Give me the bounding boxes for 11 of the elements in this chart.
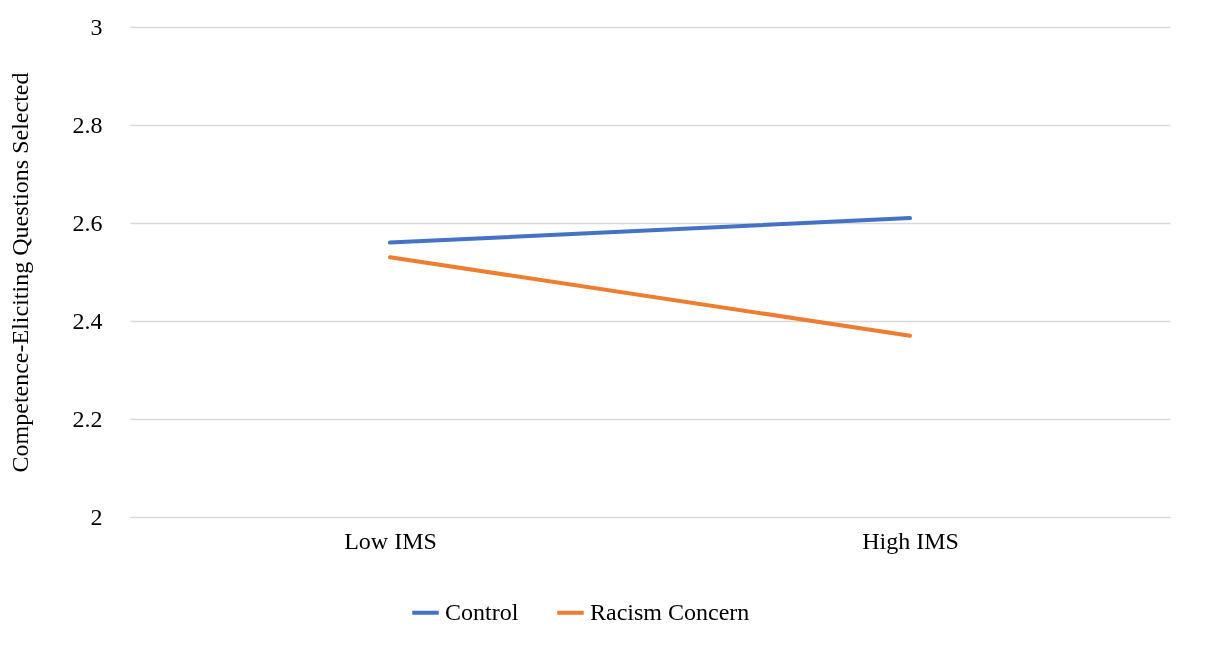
y-tick-label: 2.4 xyxy=(72,307,103,334)
y-tick-label: 2.6 xyxy=(72,209,103,236)
y-axis-title: Competence-Eliciting Questions Selected xyxy=(6,72,33,473)
legend-label: Racism Concern xyxy=(590,598,750,625)
y-tick-label: 2.2 xyxy=(72,405,103,432)
legend-label: Control xyxy=(445,598,519,625)
y-tick-label: 2.8 xyxy=(72,111,103,138)
x-tick-label: High IMS xyxy=(862,527,959,554)
x-tick-label: Low IMS xyxy=(344,527,437,554)
y-tick-label: 2 xyxy=(90,503,103,530)
y-tick-label: 3 xyxy=(90,13,103,40)
